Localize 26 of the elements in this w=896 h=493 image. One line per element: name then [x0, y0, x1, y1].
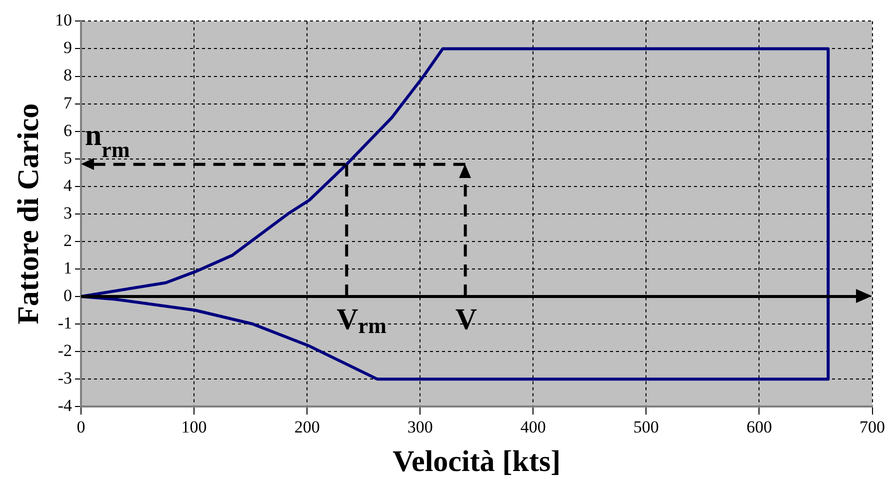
- y-tick-label: 4: [64, 176, 72, 195]
- y-tick-label: 7: [64, 93, 72, 112]
- y-tick-label: -4: [58, 396, 72, 416]
- x-tick-label: 700: [860, 417, 885, 436]
- y-tick-label: -1: [58, 313, 72, 332]
- y-tick-label: -2: [58, 341, 72, 360]
- x-tick-label: 300: [407, 417, 433, 436]
- y-tick-label: 0: [64, 286, 72, 305]
- y-tick-label: 6: [64, 120, 72, 140]
- y-tick-label: -3: [58, 368, 72, 388]
- y-tick-label: 3: [64, 203, 72, 222]
- ref-line-label: V: [455, 303, 478, 336]
- x-tick-label: 200: [294, 417, 320, 436]
- y-tick-label: 10: [55, 10, 72, 30]
- x-tick-label: 100: [181, 417, 207, 436]
- x-tick-label: 500: [633, 417, 659, 436]
- x-tick-label: 600: [746, 417, 772, 436]
- y-axis-title: Fattore di Carico: [12, 103, 45, 324]
- y-tick-label: 2: [64, 230, 72, 250]
- y-tick-label: 5: [64, 148, 72, 168]
- y-tick-label: 8: [64, 66, 72, 85]
- x-axis-title: Velocità [kts]: [392, 444, 561, 478]
- y-tick-label: 9: [64, 38, 72, 58]
- x-tick-label: 400: [520, 417, 546, 436]
- x-tick-label: 0: [76, 417, 86, 436]
- y-tick-label: 1: [64, 258, 72, 278]
